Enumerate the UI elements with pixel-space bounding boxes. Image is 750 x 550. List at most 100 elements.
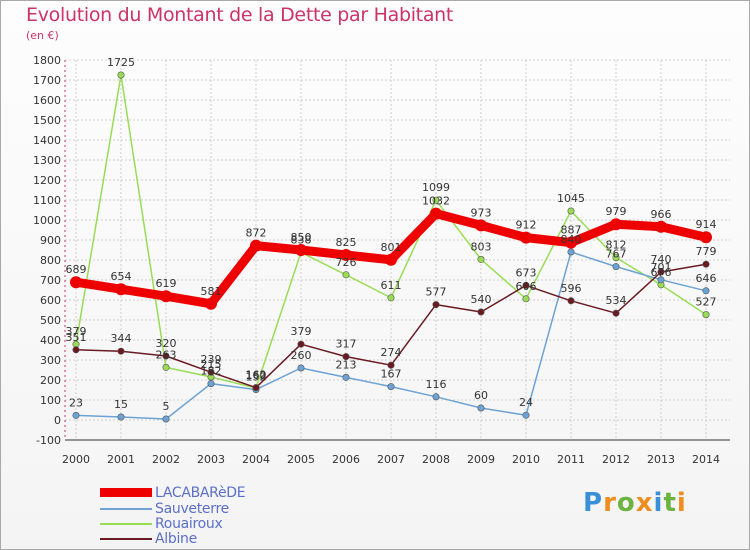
y-tick-label: 1600 xyxy=(33,94,61,107)
data-point xyxy=(297,364,305,372)
data-label: 527 xyxy=(696,296,717,309)
legend-label: Sauveterre xyxy=(155,501,229,517)
data-label: 779 xyxy=(696,245,717,258)
data-label: 260 xyxy=(291,349,312,362)
data-point xyxy=(385,253,397,266)
legend-label: Rouairoux xyxy=(155,516,223,532)
data-label: 1045 xyxy=(557,192,585,205)
data-label: 116 xyxy=(426,378,447,391)
data-point xyxy=(520,231,532,244)
data-label: 646 xyxy=(696,272,717,285)
y-tick-label: 300 xyxy=(40,354,61,367)
legend-item-rouairoux: Rouairoux xyxy=(100,516,400,532)
legend-item-sauveterre: Sauveterre xyxy=(100,501,400,517)
data-point xyxy=(477,404,485,412)
data-label: 24 xyxy=(519,396,533,409)
data-label: 351 xyxy=(66,331,87,344)
logo-letter: r xyxy=(603,488,617,518)
legend-swatch xyxy=(100,538,152,540)
data-label: 23 xyxy=(69,396,83,409)
data-point xyxy=(207,380,215,388)
x-tick-label: 2014 xyxy=(692,453,720,466)
y-tick-label: 200 xyxy=(40,374,61,387)
logo-letter: o xyxy=(616,488,636,518)
proxiti-logo: Proxiti xyxy=(583,488,687,518)
y-tick-label: 600 xyxy=(40,294,61,307)
legend-label: Albine xyxy=(155,531,197,547)
y-tick-label: 700 xyxy=(40,274,61,287)
data-label: 1032 xyxy=(422,195,450,208)
legend-swatch xyxy=(100,523,152,525)
data-label: 801 xyxy=(381,241,402,254)
data-label: 872 xyxy=(246,227,267,240)
data-label: 160 xyxy=(246,369,267,382)
data-label: 654 xyxy=(111,270,132,283)
logo-letter: t xyxy=(663,488,677,518)
data-point xyxy=(430,207,442,220)
data-label: 825 xyxy=(336,236,357,249)
data-label: 966 xyxy=(651,208,672,221)
data-label: 887 xyxy=(561,224,582,237)
x-tick-label: 2001 xyxy=(107,453,135,466)
chart-title: Evolution du Montant de la Dette par Hab… xyxy=(26,4,454,26)
x-tick-label: 2005 xyxy=(287,453,315,466)
x-tick-label: 2006 xyxy=(332,453,360,466)
data-point xyxy=(700,231,712,244)
data-label: 701 xyxy=(651,261,672,274)
data-point xyxy=(117,71,125,79)
data-label: 60 xyxy=(474,389,488,402)
data-label: 850 xyxy=(291,231,312,244)
data-point xyxy=(477,255,485,263)
data-label: 979 xyxy=(606,205,627,218)
data-point xyxy=(115,283,127,296)
data-label: 344 xyxy=(111,332,132,345)
data-label: 263 xyxy=(156,348,177,361)
data-label: 840 xyxy=(561,233,582,246)
data-point xyxy=(297,340,305,348)
data-point xyxy=(205,297,217,310)
x-tick-label: 2011 xyxy=(557,453,585,466)
data-point xyxy=(340,249,352,261)
data-label: 215 xyxy=(201,358,222,371)
data-point xyxy=(72,346,80,354)
data-point xyxy=(477,308,485,316)
data-point xyxy=(387,383,395,391)
y-tick-label: -100 xyxy=(36,434,61,447)
data-point xyxy=(655,220,667,233)
data-point xyxy=(432,393,440,401)
data-point xyxy=(342,353,350,361)
data-label: 689 xyxy=(66,263,87,276)
data-label: 803 xyxy=(471,240,492,253)
x-tick-label: 2004 xyxy=(242,453,270,466)
chart-unit: (en €) xyxy=(26,29,59,42)
data-label: 15 xyxy=(114,398,128,411)
data-point xyxy=(702,260,710,268)
data-point xyxy=(160,290,172,303)
y-tick-label: 1200 xyxy=(33,174,61,187)
data-label: 740 xyxy=(651,253,672,266)
data-point xyxy=(567,297,575,305)
data-point xyxy=(387,294,395,302)
y-tick-label: 400 xyxy=(40,334,61,347)
data-label: 213 xyxy=(336,358,357,371)
logo-letter: x xyxy=(635,488,654,518)
data-point xyxy=(657,276,665,284)
data-point xyxy=(342,373,350,381)
data-label: 619 xyxy=(156,277,177,290)
logo-letter: i xyxy=(676,488,687,518)
data-point xyxy=(162,363,170,371)
data-label: 5 xyxy=(163,400,170,413)
data-point xyxy=(612,254,620,262)
data-label: 1099 xyxy=(422,181,450,194)
data-label: 162 xyxy=(246,369,267,382)
data-point xyxy=(567,207,575,215)
data-label: 581 xyxy=(201,285,222,298)
data-label: 812 xyxy=(606,239,627,252)
data-point xyxy=(72,411,80,419)
x-tick-label: 2012 xyxy=(602,453,630,466)
legend-swatch xyxy=(100,508,152,510)
logo-letter: P xyxy=(583,488,604,518)
data-point xyxy=(702,311,710,319)
data-label: 596 xyxy=(561,282,582,295)
